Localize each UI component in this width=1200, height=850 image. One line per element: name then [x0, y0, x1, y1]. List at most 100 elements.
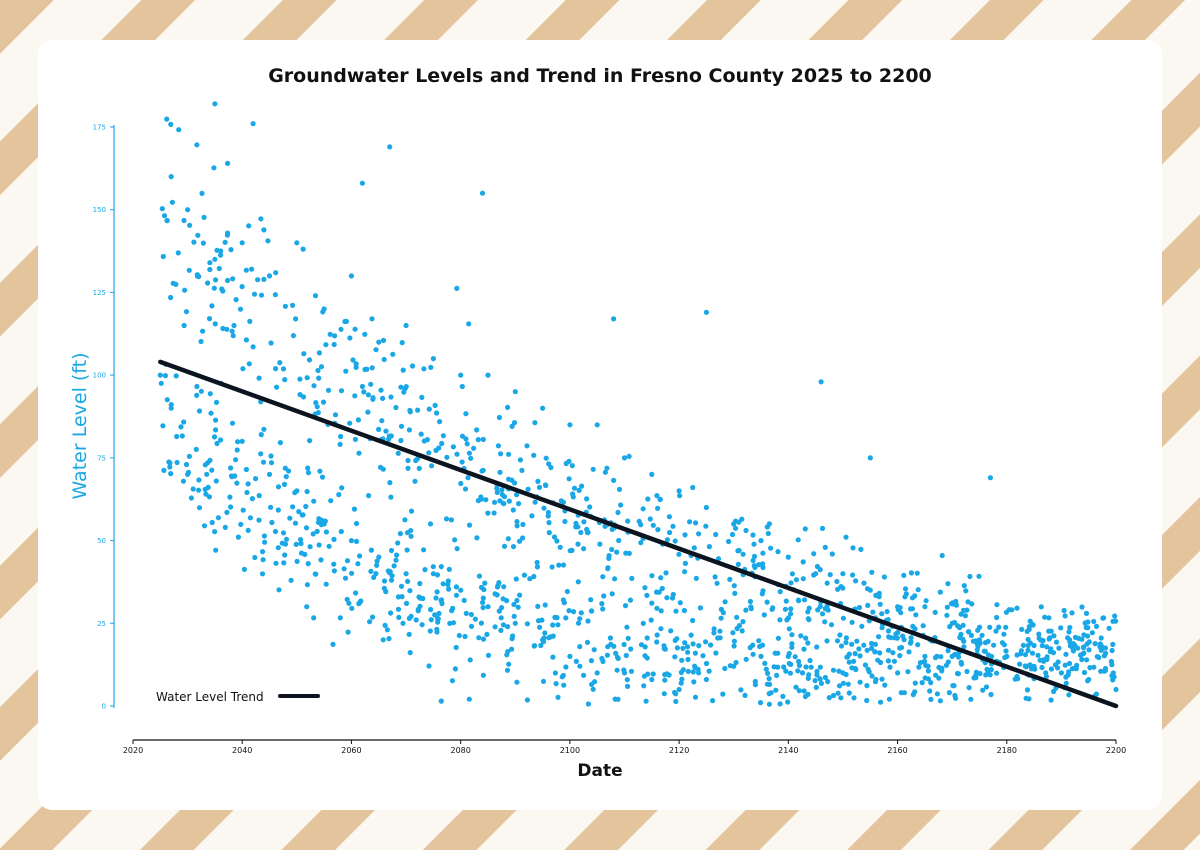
data-point [1073, 666, 1079, 672]
data-point [1043, 673, 1049, 680]
data-point [895, 670, 901, 676]
data-point [834, 578, 840, 585]
data-point [1098, 668, 1104, 674]
y-tick-label: 50 [97, 537, 106, 545]
data-point [395, 594, 402, 600]
data-point [240, 366, 246, 372]
data-point [446, 566, 452, 573]
data-point [563, 615, 569, 621]
data-point [968, 632, 975, 639]
data-point [1089, 630, 1095, 636]
data-point [449, 608, 455, 614]
data-point [214, 440, 220, 447]
data-point [881, 574, 888, 580]
data-point [838, 643, 845, 649]
data-point [775, 635, 782, 641]
data-point [181, 419, 187, 425]
data-point [835, 690, 841, 696]
data-point [1093, 623, 1100, 630]
data-point [275, 507, 281, 513]
data-point [258, 451, 264, 457]
data-point [421, 547, 427, 553]
data-point [1108, 658, 1114, 665]
data-point [802, 526, 808, 532]
data-point [685, 649, 691, 655]
data-point [910, 623, 916, 630]
data-point [592, 679, 598, 685]
data-point [994, 614, 1000, 621]
data-point [215, 515, 221, 521]
data-point [1018, 648, 1024, 654]
data-point [647, 516, 653, 522]
data-point [386, 636, 392, 642]
data-point [976, 637, 983, 643]
data-point [865, 666, 871, 672]
data-point [625, 518, 631, 524]
data-point [167, 464, 173, 470]
data-point [849, 619, 855, 625]
data-point [764, 599, 770, 605]
data-point [331, 341, 337, 348]
data-point [658, 626, 664, 632]
y-tick-label: 125 [93, 289, 106, 297]
data-point [318, 557, 324, 563]
data-point [198, 338, 204, 345]
data-point [864, 647, 870, 653]
data-point [672, 538, 678, 544]
data-point [594, 422, 600, 428]
data-point [468, 455, 474, 461]
data-point [736, 547, 742, 554]
data-point [356, 601, 362, 607]
data-point [474, 535, 480, 541]
data-point [461, 597, 467, 604]
data-point [849, 641, 855, 647]
data-point [765, 670, 771, 677]
data-point [438, 597, 444, 604]
data-point [403, 384, 409, 390]
data-point [800, 559, 806, 565]
data-point [649, 471, 655, 477]
data-point [373, 571, 379, 577]
data-point [1025, 636, 1031, 643]
data-point [934, 691, 941, 697]
data-point [692, 650, 699, 656]
data-point [864, 697, 870, 704]
data-point [1055, 659, 1061, 665]
data-point [349, 570, 355, 576]
data-point [706, 544, 713, 550]
data-point [311, 615, 317, 621]
data-point [268, 460, 275, 466]
data-point [887, 664, 893, 670]
data-point [803, 635, 809, 641]
data-point [201, 214, 207, 220]
data-point [979, 632, 985, 638]
data-point [407, 650, 413, 656]
data-point [321, 521, 327, 527]
data-point [693, 520, 699, 526]
data-point [369, 614, 376, 620]
data-point [427, 521, 434, 527]
data-point [510, 544, 517, 550]
data-point [280, 366, 287, 372]
data-point [514, 679, 520, 685]
data-point [938, 654, 944, 660]
data-point [605, 566, 611, 572]
data-point [543, 482, 549, 489]
data-point [571, 609, 577, 615]
data-point [836, 668, 842, 674]
data-point [362, 331, 368, 337]
data-point [901, 572, 907, 579]
data-point [316, 542, 322, 548]
data-point [294, 558, 300, 565]
data-point [540, 405, 546, 411]
data-point [198, 388, 204, 394]
data-point [318, 364, 325, 370]
data-point [654, 605, 660, 611]
data-point [529, 513, 535, 519]
data-point [395, 450, 401, 456]
data-point [973, 669, 980, 675]
data-point [355, 561, 361, 567]
data-point [748, 604, 754, 610]
data-point [293, 316, 299, 322]
data-point [459, 459, 465, 465]
